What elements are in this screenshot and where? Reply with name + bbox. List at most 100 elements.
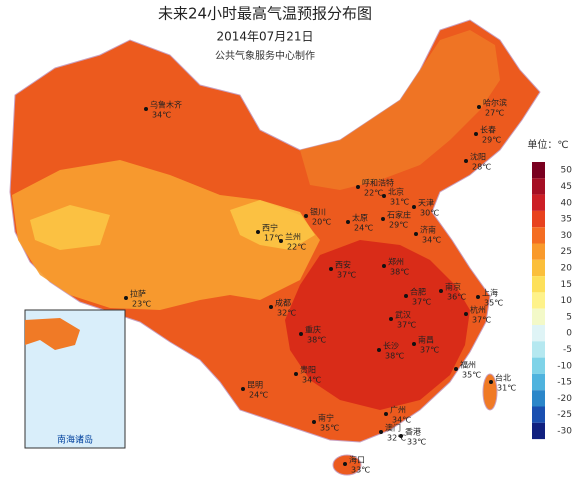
city-temp: 34℃: [392, 416, 411, 425]
city-name: 上海: [482, 288, 498, 298]
title: 未来24小时最高气温预报分布图: [158, 5, 372, 23]
city-temp: 34℃: [302, 376, 321, 385]
city-name: 合肥: [410, 287, 426, 297]
legend-swatch: [532, 276, 545, 293]
city-dot: [312, 420, 316, 424]
city-dot: [412, 205, 416, 209]
legend-label: 35: [561, 215, 572, 225]
city-dot: [381, 217, 385, 221]
city-dot: [464, 159, 468, 163]
city-temp: 17℃: [264, 234, 283, 243]
legend-label: 40: [561, 198, 573, 208]
legend-label: -20: [557, 394, 572, 404]
north-region: [300, 30, 500, 190]
legend-label: 25: [561, 247, 572, 257]
hot-region: [285, 240, 470, 410]
legend-swatch: [532, 292, 545, 309]
legend-label: -30: [557, 426, 572, 436]
city-temp: 29℃: [389, 221, 408, 230]
city-dot: [477, 105, 481, 109]
city-temp: 37℃: [412, 298, 431, 307]
land: [9, 19, 541, 476]
city-dot: [414, 232, 418, 236]
city-temp: 29℃: [482, 136, 501, 145]
city-name: 西安: [335, 260, 351, 270]
city-dot: [439, 289, 443, 293]
legend-swatch: [532, 194, 545, 211]
city-temp: 34℃: [152, 111, 171, 120]
city-temp: 38℃: [385, 352, 404, 361]
legend-label: 10: [561, 296, 573, 306]
legend-label: -10: [557, 361, 572, 371]
date: 2014年07月21日: [216, 30, 313, 44]
city-temp: 32℃: [277, 309, 296, 318]
city-name: 南宁: [318, 413, 334, 423]
city-dot: [412, 342, 416, 346]
legend-label: 50: [561, 166, 573, 176]
cool-region: [12, 160, 320, 310]
city-dot: [329, 267, 333, 271]
city-name: 台北: [495, 373, 511, 383]
legend-swatch: [532, 227, 545, 244]
city-dot: [377, 348, 381, 352]
city-dot: [384, 412, 388, 416]
city-name: 哈尔滨: [483, 98, 507, 108]
city-name: 南京: [445, 282, 461, 292]
taiwan: [482, 373, 498, 411]
city-name: 石家庄: [387, 210, 411, 220]
city-name: 南昌: [418, 335, 434, 345]
mild-region: [30, 200, 315, 250]
city-dot: [256, 230, 260, 234]
legend-swatch: [532, 308, 545, 325]
legend-swatch: [532, 210, 545, 228]
city-dot: [474, 132, 478, 136]
city-dot: [476, 295, 480, 299]
city-name: 福州: [460, 361, 476, 370]
legend-swatch: [532, 162, 545, 179]
city-dot: [489, 380, 493, 384]
inset-coast: [25, 318, 80, 350]
legend-label: 20: [561, 263, 573, 273]
city-name: 银川: [310, 207, 326, 217]
legend-swatch: [532, 422, 545, 440]
city-name: 太原: [352, 213, 368, 223]
inset: 南海诸岛: [24, 309, 126, 449]
city-name: 香港: [405, 427, 421, 437]
city-name: 拉萨: [130, 289, 146, 299]
city-dot: [399, 434, 403, 438]
city-temp: 23℃: [132, 300, 151, 309]
city-temp: 37℃: [397, 321, 416, 330]
city-temp: 34℃: [422, 236, 441, 245]
city-name: 呼和浩特: [362, 178, 394, 188]
legend-swatch: [532, 259, 545, 277]
city-dot: [304, 214, 308, 218]
city-temp: 28℃: [472, 163, 491, 172]
legend-unit: 单位：℃: [527, 138, 568, 151]
city-temp: 31℃: [497, 384, 516, 393]
city-name: 长春: [480, 125, 496, 135]
city-name: 广州: [390, 405, 406, 415]
hainan: [332, 454, 362, 476]
legend-label: 15: [561, 280, 572, 290]
legend-label: 30: [561, 231, 573, 241]
city-temp: 20℃: [312, 218, 331, 227]
city-temp: 35℃: [484, 299, 503, 308]
legend-label: -5: [563, 345, 572, 355]
legend-swatch: [532, 243, 545, 260]
city-dot: [379, 430, 383, 434]
city-temp: 37℃: [420, 346, 439, 355]
city-name: 济南: [420, 225, 436, 235]
city-temp: 22℃: [364, 189, 383, 198]
city-temp: 37℃: [472, 316, 491, 325]
city-temp: 24℃: [249, 391, 268, 400]
city-dot: [382, 264, 386, 268]
legend-swatch: [532, 406, 545, 423]
city-name: 乌鲁木齐: [150, 100, 182, 110]
city-temp: 35℃: [462, 371, 481, 380]
city-temp: 24℃: [354, 224, 373, 233]
credit: 公共气象服务中心制作: [215, 49, 315, 62]
city-name: 北京: [388, 187, 404, 197]
inset-label: 南海诸岛: [57, 434, 93, 446]
legend-swatch: [532, 373, 545, 391]
